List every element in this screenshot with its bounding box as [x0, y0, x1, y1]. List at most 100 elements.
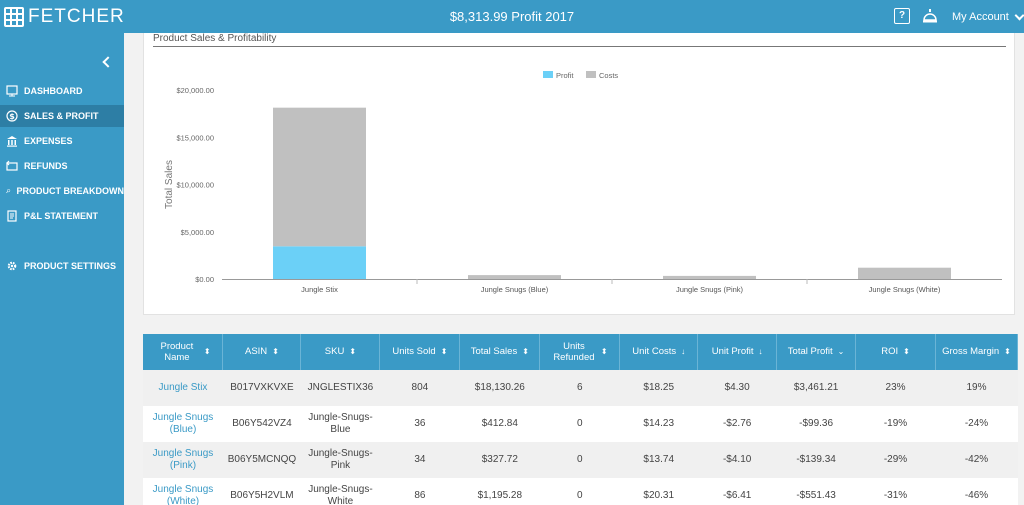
sort-icon[interactable]: ⬍ [522, 346, 529, 356]
bar-costs [468, 275, 561, 279]
column-header-units-refunded[interactable]: Units Refunded ⬍ [539, 334, 621, 370]
sidebar-item-pl-statement[interactable]: P&L STATEMENT [0, 205, 124, 227]
table-cell: 86 [379, 478, 460, 505]
gear-icon [7, 261, 17, 271]
y-tick-label: $0.00 [195, 275, 214, 284]
sort-icon[interactable]: ↓ [681, 346, 686, 356]
table-cell: -42% [935, 442, 1018, 478]
table-cell: -24% [935, 406, 1018, 442]
legend-swatch-profit [543, 71, 553, 78]
sort-icon[interactable]: ⬍ [440, 346, 448, 356]
column-header-label: Product Name [160, 341, 194, 363]
page-title: $8,313.99 Profit 2017 [449, 9, 575, 24]
column-header-sku[interactable]: SKU ⬍ [300, 334, 381, 370]
table-cell: $13.74 [619, 442, 698, 478]
y-axis-label: Total Sales [164, 160, 175, 209]
product-name-link[interactable]: Jungle Snugs (Blue) [143, 406, 223, 442]
sidebar-item-label: DASHBOARD [24, 86, 83, 96]
sales-profit-chart: Profit Costs $0.00 $5,000.00 $10,000.00 $15,0… [164, 71, 1002, 294]
sort-icon[interactable]: ⬍ [600, 347, 608, 356]
product-name-link[interactable]: Jungle Snugs (Pink) [143, 442, 223, 478]
table-cell: 0 [539, 406, 620, 442]
product-name-link[interactable]: Jungle Snugs (White) [143, 478, 223, 505]
table-header-row: Product Name⬍ ASIN ⬍ SKU ⬍ Units Sold ⬍ Total S… [143, 334, 1019, 370]
table-cell: 0 [539, 478, 620, 505]
sort-icon[interactable]: ⬍ [272, 346, 279, 356]
column-header-gross-margin[interactable]: Gross Margin ⬍ [935, 334, 1019, 370]
x-tick-label: Jungle Snugs (White) [869, 285, 941, 294]
column-header-unit-costs[interactable]: Unit Costs ↓ [619, 334, 699, 370]
y-tick-label: $15,000.00 [176, 133, 214, 142]
sort-icon[interactable]: ⬍ [349, 346, 357, 356]
table-cell: Jungle-Snugs-Pink [300, 442, 380, 478]
sidebar-item-refunds[interactable]: REFUNDS [0, 155, 124, 177]
account-menu[interactable]: My Account [952, 10, 1024, 23]
sort-icon[interactable]: ↓ [758, 346, 763, 356]
column-header-unit-profit[interactable]: Unit Profit ↓ [697, 334, 778, 370]
column-header-label: Total Sales [470, 346, 518, 358]
service-bell-icon[interactable] [922, 8, 938, 24]
sidebar-item-sales-profit[interactable]: $ SALES & PROFIT [0, 105, 124, 127]
table-cell: -19% [855, 406, 936, 442]
table-cell: Jungle-Snugs-White [300, 478, 380, 505]
y-tick-label: $5,000.00 [181, 228, 214, 237]
x-tick-label: Jungle Snugs (Pink) [676, 285, 744, 294]
sidebar-item-label: REFUNDS [24, 161, 68, 171]
table-cell: -29% [855, 442, 936, 478]
bar-costs [273, 107, 366, 247]
sort-icon[interactable]: ⬍ [203, 347, 211, 356]
column-header-label: Unit Profit [711, 346, 754, 358]
column-header-roi[interactable]: ROI ⬍ [855, 334, 936, 370]
sidebar-item-product-settings[interactable]: PRODUCT SETTINGS [0, 255, 124, 277]
sidebar-item-expenses[interactable]: EXPENSES [0, 130, 124, 152]
table-cell: 23% [855, 370, 936, 406]
table-row: Jungle Snugs (White) B06Y5H2VLM Jungle-Snu… [143, 478, 1018, 505]
sort-icon[interactable]: ⬍ [903, 346, 910, 356]
legend-swatch-costs [586, 71, 596, 78]
table-row: Jungle Stix B017VXKVXE JNGLESTIX36 804 $18,1… [143, 370, 1018, 406]
help-icon[interactable]: ? [894, 8, 910, 24]
sidebar-item-dashboard[interactable]: DASHBOARD [0, 80, 124, 102]
x-tick-label: Jungle Stix [301, 285, 338, 294]
collapse-sidebar-icon[interactable] [102, 56, 114, 68]
table-cell: -$6.41 [697, 478, 777, 505]
column-header-asin[interactable]: ASIN ⬍ [222, 334, 302, 370]
product-name-link[interactable]: Jungle Stix [143, 370, 223, 406]
table-cell: -46% [935, 478, 1018, 505]
table-cell: $4.30 [697, 370, 777, 406]
table-cell: 804 [379, 370, 460, 406]
table-row: Jungle Snugs (Blue) B06Y542VZ4 Jungle-Snug… [143, 406, 1018, 442]
column-header-label: Total Profit [787, 346, 833, 358]
column-header-total-sales[interactable]: Total Sales ⬍ [459, 334, 541, 370]
table-cell: $20.31 [619, 478, 698, 505]
column-header-units-sold[interactable]: Units Sold ⬍ [379, 334, 461, 370]
sidebar-item-label: PRODUCT BREAKDOWN [16, 186, 125, 196]
chart-card: Product Sales & Profitability Profit Cost… [143, 33, 1015, 315]
table-cell: 6 [539, 370, 620, 406]
logo-text: FETCHER [28, 6, 125, 27]
account-label: My Account [952, 11, 1009, 23]
sort-icon[interactable]: ⌄ [837, 346, 845, 356]
column-header-label: Unit Costs [632, 346, 677, 358]
chart-title: Product Sales & Profitability [153, 33, 277, 44]
sidebar-item-label: SALES & PROFIT [24, 111, 99, 121]
table-cell: 34 [379, 442, 460, 478]
product-table: Product Name⬍ ASIN ⬍ SKU ⬍ Units Sold ⬍ Total S… [143, 334, 1019, 505]
svg-text:$: $ [9, 112, 15, 121]
column-header-total-profit[interactable]: Total Profit ⌄ [776, 334, 857, 370]
sort-icon[interactable]: ⬍ [1004, 346, 1011, 356]
column-header-product-name[interactable]: Product Name ⬍ [143, 334, 224, 370]
bar-costs [663, 275, 756, 279]
column-header-label: ROI [881, 346, 899, 358]
app-logo[interactable]: FETCHER [4, 5, 125, 29]
chart-divider [153, 46, 1006, 47]
table-cell: 0 [539, 442, 620, 478]
chevron-down-icon [1014, 10, 1024, 20]
column-header-label: SKU [324, 346, 345, 358]
table-cell: $327.72 [459, 442, 540, 478]
table-cell: -$4.10 [697, 442, 777, 478]
table-cell: B06Y5H2VLM [222, 478, 301, 505]
bar-profit [273, 246, 366, 279]
sidebar-item-product-breakdown[interactable]: PRODUCT BREAKDOWN [0, 180, 124, 202]
top-bar: FETCHER $8,313.99 Profit 2017 ? My Accou… [0, 0, 1024, 33]
